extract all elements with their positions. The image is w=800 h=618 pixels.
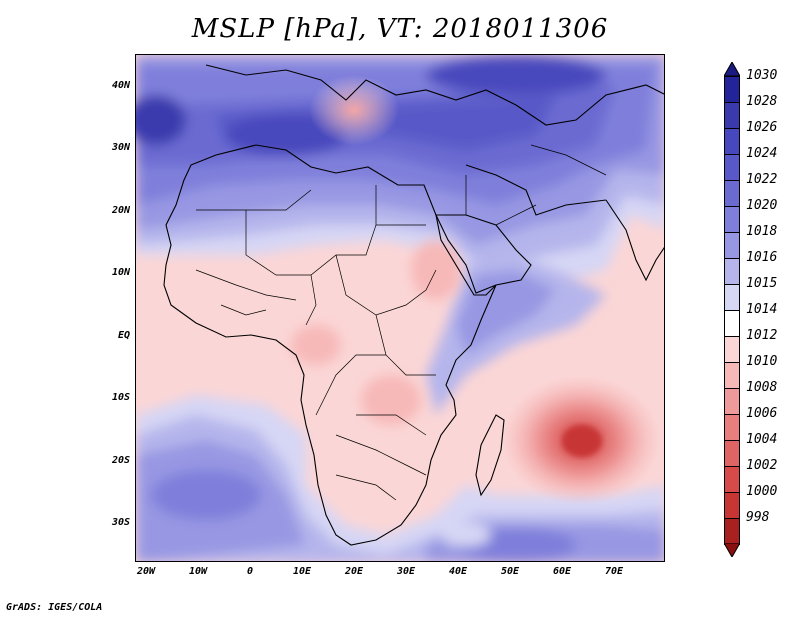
colorbar-label-1024: 1024 [746, 146, 778, 161]
colorbar-cell-1026 [724, 128, 740, 155]
colorbar-label-1015: 1015 [746, 276, 778, 291]
mediterranean-low [309, 75, 399, 145]
colorbar-cell-1024 [724, 154, 740, 181]
lat-label-10n: 10N [111, 267, 130, 278]
colorbar-label-1018: 1018 [746, 224, 778, 239]
colorbar-cell-1028 [724, 102, 740, 129]
lat-label-20s: 20S [111, 455, 130, 466]
lon-label-20w: 20W [136, 566, 156, 577]
chart-title: MSLP [hPa], VT: 2018011306 [191, 14, 609, 44]
colorbar-cell-1008 [724, 388, 740, 415]
grads-credit: GrADS: IGES/COLA [6, 602, 103, 613]
colorbar-cell-998 [724, 518, 740, 545]
lat-label-40n: 40N [111, 80, 130, 91]
pressure-map [135, 54, 665, 562]
lon-label-40e: 40E [448, 566, 468, 577]
lon-label-10w: 10W [188, 566, 208, 577]
colorbar-label-1016: 1016 [746, 250, 778, 265]
lon-label-30e: 30E [396, 566, 416, 577]
colorbar-label-1022: 1022 [746, 172, 778, 187]
coastlines [163, 64, 664, 546]
colorbar-cell-1020 [724, 206, 740, 233]
colorbar-label-1012: 1012 [746, 328, 778, 343]
lon-label-50e: 50E [500, 566, 520, 577]
colorbar-label-1006: 1006 [746, 406, 778, 421]
colorbar-top-arrow [724, 62, 740, 76]
lat-label-10s: 10S [111, 392, 130, 403]
lat-label-30s: 30S [111, 517, 130, 528]
colorbar-cell-1014 [724, 310, 740, 337]
colorbar-cell-1018 [724, 232, 740, 259]
colorbar-cell-1015 [724, 284, 740, 311]
colorbar-label-1010: 1010 [746, 354, 778, 369]
colorbar-cell-1022 [724, 180, 740, 207]
colorbar-label-1028: 1028 [746, 94, 778, 109]
pressure-field [136, 55, 664, 561]
lat-label-30n: 30N [111, 142, 130, 153]
colorbar-cell-1016 [724, 258, 740, 285]
colorbar-label-1002: 1002 [746, 458, 778, 473]
colorbar-cell-1000 [724, 492, 740, 519]
interior-lows [291, 240, 461, 425]
southern-high-pressure [136, 395, 664, 561]
colorbar-cell-1006 [724, 414, 740, 441]
colorbar-label-1030: 1030 [746, 68, 778, 83]
colorbar-cell-1012 [724, 336, 740, 363]
colorbar-label-998: 998 [746, 510, 770, 525]
colorbar-label-1014: 1014 [746, 302, 778, 317]
northern-high-pressure [136, 55, 664, 305]
cyclone-center [562, 425, 602, 457]
lon-label-20e: 20E [344, 566, 364, 577]
lon-label-60e: 60E [552, 566, 572, 577]
colorbar-label-1000: 1000 [746, 484, 778, 499]
colorbar-label-1026: 1026 [746, 120, 778, 135]
colorbar-cell-1002 [724, 466, 740, 493]
colorbar-cell-1004 [724, 440, 740, 467]
colorbar-label-1004: 1004 [746, 432, 778, 447]
colorbar-label-1020: 1020 [746, 198, 778, 213]
colorbar-label-1008: 1008 [746, 380, 778, 395]
colorbar-cell-1030 [724, 76, 740, 103]
lon-label-10e: 10E [292, 566, 312, 577]
colorbar-cell-1010 [724, 362, 740, 389]
lon-label-70e: 70E [604, 566, 624, 577]
lat-label-20n: 20N [111, 205, 130, 216]
lat-label-eq: EQ [117, 330, 130, 341]
colorbar-bottom-arrow [724, 543, 740, 557]
country-borders [195, 144, 607, 501]
lon-label-0: 0 [246, 566, 254, 577]
